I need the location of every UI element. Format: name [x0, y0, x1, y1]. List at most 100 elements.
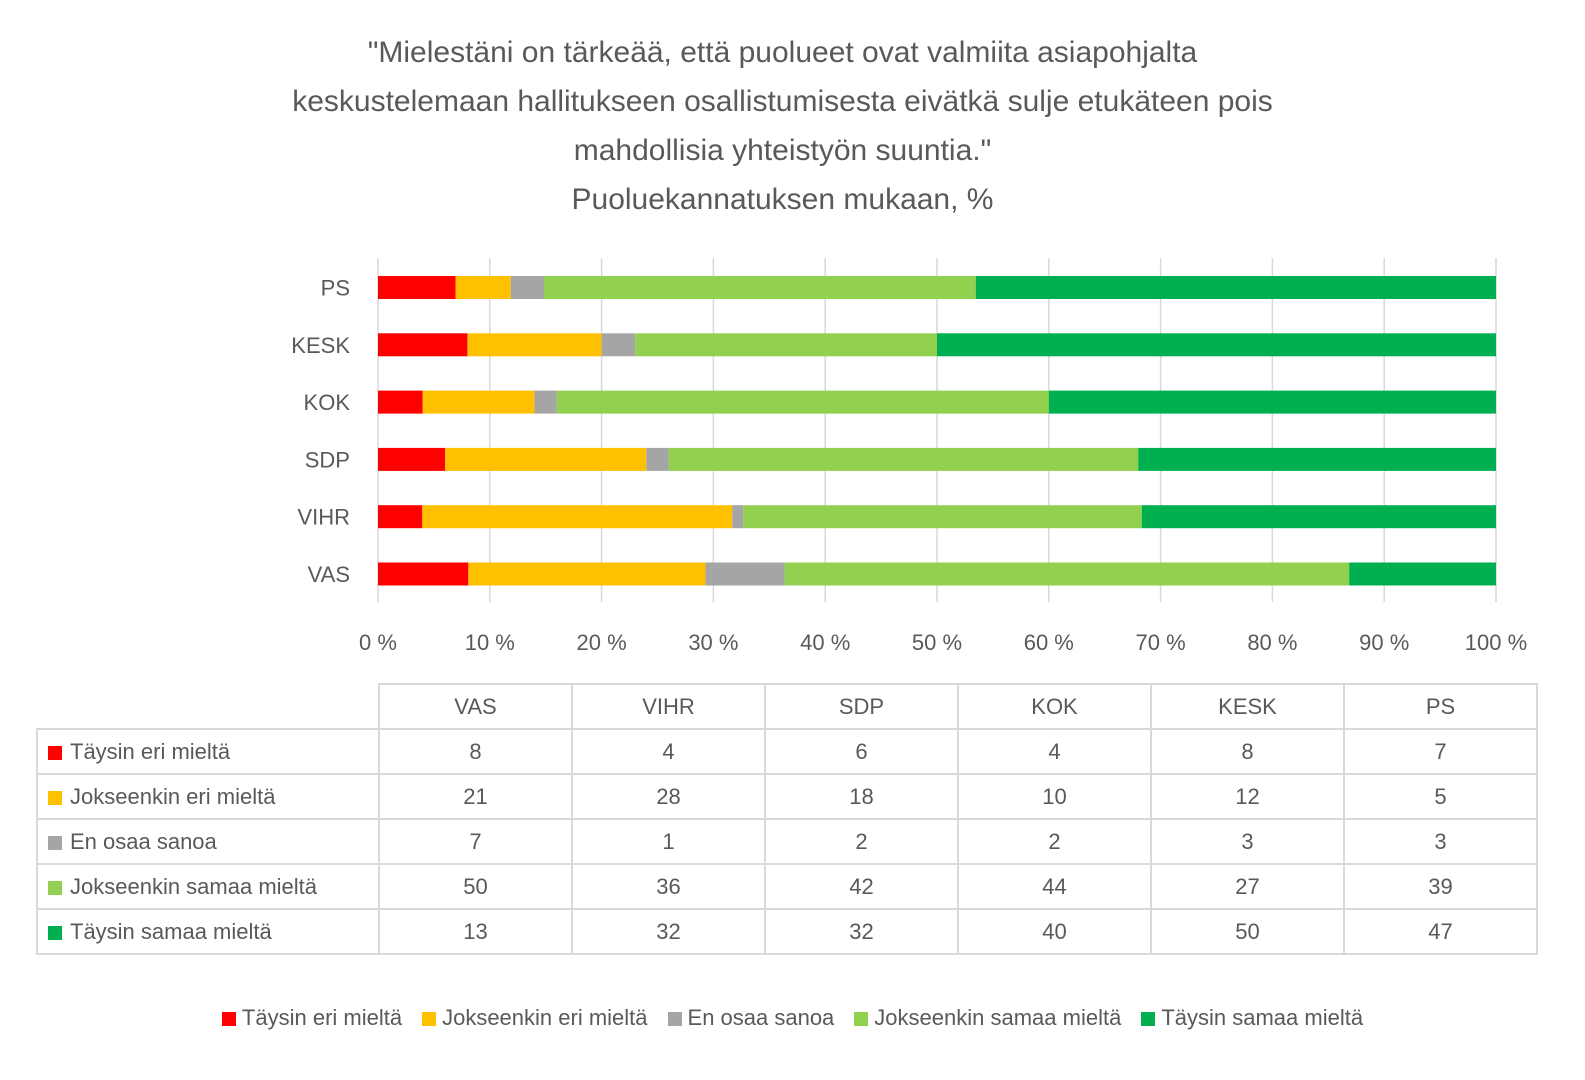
table-cell: 39: [1343, 863, 1538, 910]
legend-item: Jokseenkin samaa mieltä: [854, 1005, 1121, 1031]
table-cell: 47: [1343, 908, 1538, 955]
table-cell: 7: [1343, 728, 1538, 775]
series-name: Jokseenkin eri mieltä: [70, 783, 276, 809]
table-cell: 2: [957, 818, 1152, 865]
title-line-3: mahdollisia yhteistyön suuntia.": [573, 134, 992, 167]
category-label: PS: [321, 276, 350, 301]
table-header-row: VAS VIHR SDP KOK KESK PS: [37, 683, 1538, 730]
table-cell: 4: [957, 728, 1152, 775]
data-table: VAS VIHR SDP KOK KESK PS Täysin eri mieltä 8 4 6 4…: [36, 683, 1538, 955]
bar-segment: [937, 333, 1496, 357]
table-cell: 8: [378, 728, 573, 775]
table-cell: 50: [1150, 908, 1345, 955]
table-row: En osaa sanoa 7 1 2 2 3 3: [36, 818, 1538, 865]
table-row: Täysin samaa mieltä 13 32 32 40 50 47: [36, 908, 1538, 955]
x-tick-label: 20 %: [577, 630, 627, 655]
bars: [378, 276, 1496, 586]
x-tick-label: 40 %: [800, 630, 850, 655]
table-cell: 21: [378, 773, 573, 820]
category-label: VIHR: [297, 505, 350, 530]
bar-segment: [445, 447, 647, 471]
table-cell: 12: [1150, 773, 1345, 820]
bar-segment: [601, 333, 636, 357]
table-cell: 50: [378, 863, 573, 910]
table-corner: [37, 684, 379, 730]
bar-segment: [378, 390, 423, 414]
legend-item: Jokseenkin eri mieltä: [422, 1005, 648, 1031]
title-subtitle: Puoluekannatuksen mukaan, %: [571, 183, 994, 216]
x-tick-label: 60 %: [1024, 630, 1074, 655]
legend-label: Jokseenkin eri mieltä: [442, 1005, 648, 1030]
legend-swatch: [854, 1012, 869, 1026]
legend-key-swatch: [48, 925, 62, 940]
legend: Täysin eri mieltä Jokseenkin eri mieltä En…: [0, 1005, 1585, 1031]
legend-key-swatch: [48, 790, 62, 805]
bar-group-vas: [378, 562, 1496, 586]
category-labels: VAS VIHR SDP KOK KESK PS: [291, 276, 350, 588]
table-cell: 6: [764, 728, 959, 775]
table-cell: 1: [571, 818, 766, 865]
bar-group-kesk: [378, 333, 1496, 357]
gridlines: [377, 258, 1497, 602]
table-column-header: KOK: [957, 683, 1152, 730]
table-row-header: Täysin samaa mieltä: [36, 908, 380, 955]
table-row-header: Jokseenkin samaa mieltä: [36, 863, 380, 910]
category-label: VAS: [308, 562, 350, 587]
table-cell: 13: [378, 908, 573, 955]
bar-group-ps: [378, 276, 1496, 299]
bar-segment: [646, 447, 669, 471]
table-column-header: VAS: [378, 683, 573, 730]
legend-swatch: [1141, 1012, 1156, 1026]
x-tick-label: 100 %: [1465, 630, 1527, 655]
stacked-bar-chart: VAS VIHR SDP KOK KESK PS 0 % 10 % 20 % 30 % 40 % 5…: [291, 258, 1527, 655]
legend-item: Täysin eri mieltä: [221, 1005, 402, 1031]
legend-key-swatch: [48, 880, 62, 895]
table-cell: 40: [957, 908, 1152, 955]
table-row: Täysin eri mieltä 8 4 6 4 8 7: [36, 728, 1538, 775]
series-name: Täysin samaa mieltä: [70, 918, 272, 944]
legend-key-swatch: [48, 835, 62, 850]
bar-segment: [510, 276, 545, 299]
table-cell: 36: [571, 863, 766, 910]
bar-segment: [378, 276, 456, 299]
x-tick-label: 30 %: [688, 630, 738, 655]
bar-group-vihr: [378, 505, 1496, 529]
x-tick-label: 10 %: [465, 630, 515, 655]
category-label: KESK: [291, 333, 350, 358]
table-column-header: KESK: [1150, 683, 1345, 730]
table-cell: 3: [1343, 818, 1538, 865]
bar-segment: [556, 390, 1049, 414]
legend-key-swatch: [48, 745, 62, 760]
table-cell: 2: [764, 818, 959, 865]
legend-swatch: [667, 1012, 682, 1026]
legend-item: Täysin samaa mieltä: [1141, 1005, 1363, 1031]
series-name: Jokseenkin samaa mieltä: [70, 873, 318, 899]
bar-segment: [975, 276, 1496, 299]
bar-segment: [455, 276, 511, 299]
legend-label: Jokseenkin samaa mieltä: [874, 1005, 1122, 1030]
x-tick-labels: 0 % 10 % 20 % 30 % 40 % 50 % 60 % 70 % 80 % 90 % 1…: [359, 630, 1527, 655]
category-label: SDP: [305, 447, 350, 472]
table-cell: 5: [1343, 773, 1538, 820]
x-tick-label: 80 %: [1247, 630, 1297, 655]
table-cell: 10: [957, 773, 1152, 820]
table-cell: 32: [764, 908, 959, 955]
category-label: KOK: [304, 390, 351, 415]
bar-segment: [1349, 562, 1496, 586]
title-line-2: keskustelemaan hallitukseen osallistumis…: [292, 85, 1273, 118]
bar-segment: [743, 505, 1142, 529]
table-column-header: SDP: [764, 683, 959, 730]
legend-swatch: [221, 1012, 236, 1026]
bar-segment: [467, 333, 602, 357]
x-tick-label: 90 %: [1359, 630, 1409, 655]
bar-segment: [378, 562, 469, 586]
table-cell: 32: [571, 908, 766, 955]
table-column-header: PS: [1343, 683, 1538, 730]
bar-segment: [422, 505, 733, 529]
bar-segment: [1138, 447, 1496, 471]
table-row: Jokseenkin samaa mieltä 50 36 42 44 27 39: [36, 863, 1538, 910]
table-cell: 3: [1150, 818, 1345, 865]
table-column-header: VIHR: [571, 683, 766, 730]
bar-segment: [705, 562, 785, 586]
table-row-header: En osaa sanoa: [36, 818, 380, 865]
